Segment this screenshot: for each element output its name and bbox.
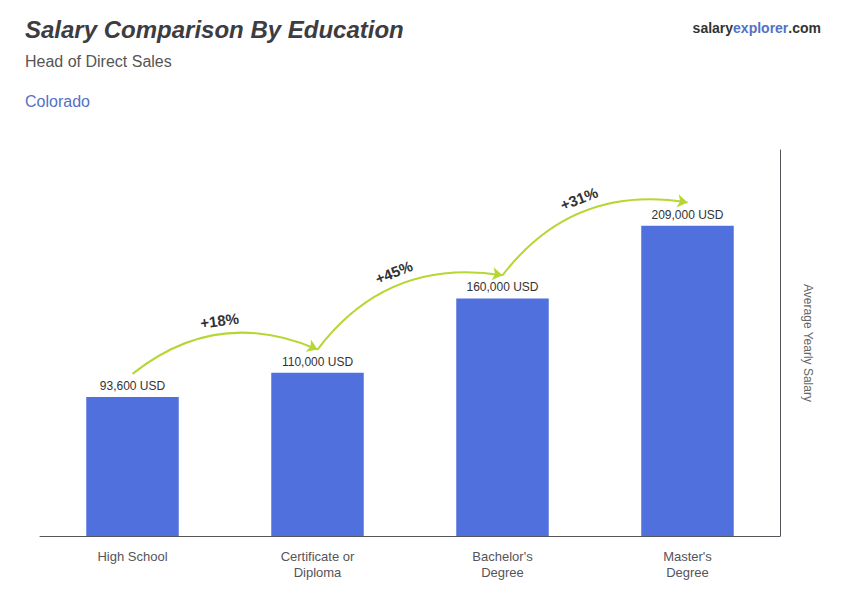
- svg-text:explorer: explorer: [733, 20, 789, 36]
- svg-text:93,600 USD: 93,600 USD: [100, 379, 166, 393]
- svg-text:+45%: +45%: [373, 257, 415, 287]
- svg-text:110,000 USD: 110,000 USD: [282, 355, 353, 369]
- svg-text:Salary Comparison By Education: Salary Comparison By Education: [25, 16, 404, 43]
- svg-text:Head of Direct Sales: Head of Direct Sales: [25, 53, 172, 70]
- svg-text:+18%: +18%: [199, 310, 240, 332]
- svg-text:160,000 USD: 160,000 USD: [466, 280, 538, 294]
- svg-text:salary: salary: [693, 20, 734, 36]
- svg-text:Degree: Degree: [666, 565, 709, 580]
- svg-text:Certificate or: Certificate or: [281, 549, 355, 564]
- svg-text:Diploma: Diploma: [294, 565, 342, 580]
- svg-text:209,000 USD: 209,000 USD: [651, 208, 723, 222]
- svg-text:High School: High School: [97, 549, 167, 564]
- svg-text:Average Yearly Salary: Average Yearly Salary: [801, 284, 815, 402]
- svg-text:Colorado: Colorado: [25, 93, 90, 110]
- svg-text:Bachelor's: Bachelor's: [472, 549, 533, 564]
- svg-text:Master's: Master's: [663, 549, 712, 564]
- svg-text:.com: .com: [788, 20, 821, 36]
- svg-text:Degree: Degree: [481, 565, 524, 580]
- svg-text:+31%: +31%: [558, 184, 600, 214]
